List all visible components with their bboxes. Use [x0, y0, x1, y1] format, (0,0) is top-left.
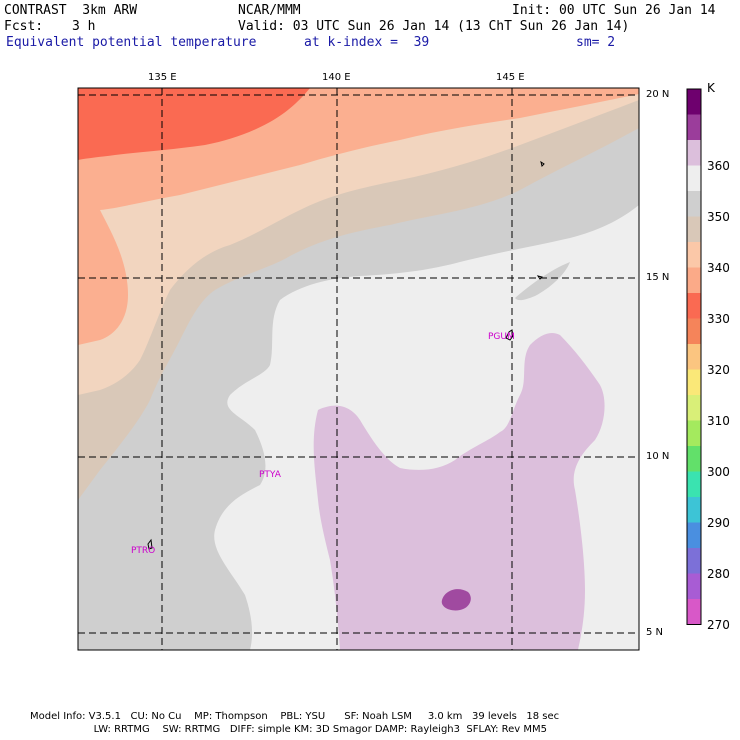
- colorbar-swatch: [687, 293, 701, 319]
- valid-time: Valid: 03 UTC Sun 26 Jan 14 (13 ChT Sun …: [238, 19, 630, 34]
- lon-label-145: 145 E: [496, 72, 525, 83]
- center-label: NCAR/MMM: [238, 3, 301, 18]
- colorbar-label-360: 360: [707, 159, 730, 173]
- lat-label-20: 20 N: [646, 89, 670, 100]
- colorbar-label-310: 310: [707, 414, 730, 428]
- level-label: at k-index = 39: [304, 35, 430, 50]
- colorbar: [686, 88, 702, 625]
- band-360: [313, 333, 605, 650]
- colorbar-swatch: [687, 216, 701, 243]
- smoothing-label: sm= 2: [576, 35, 616, 50]
- band-335: [78, 88, 639, 345]
- station-label-ptya: PTYA: [259, 470, 281, 480]
- colorbar-swatch: [687, 318, 701, 345]
- fcst-label: Fcst:: [4, 19, 44, 34]
- model-info-line2: LW: RRTMG SW: RRTMG DIFF: simple KM: 3D …: [30, 724, 548, 735]
- colorbar-swatch: [687, 114, 701, 141]
- colorbar-swatch: [687, 446, 701, 472]
- colorbar-swatch: [687, 522, 701, 549]
- colorbar-swatch: [687, 344, 701, 370]
- field-name: Equivalent potential temperature: [6, 35, 257, 50]
- colorbar-label-300: 300: [707, 465, 730, 479]
- graticule: [78, 88, 639, 650]
- lon-label-140: 140 E: [322, 72, 351, 83]
- colorbar-label-340: 340: [707, 261, 730, 275]
- lon-label-135: 135 E: [148, 72, 177, 83]
- colorbar-label-290: 290: [707, 516, 730, 530]
- colorbar-swatch: [687, 548, 701, 574]
- colorbar-swatch: [687, 599, 701, 625]
- coastlines: [147, 160, 545, 550]
- colorbar-swatch: [687, 420, 701, 447]
- band-365: [441, 589, 471, 611]
- init-time: Init: 00 UTC Sun 26 Jan 14: [512, 3, 716, 18]
- map-frame: [77, 87, 640, 651]
- band-350-island: [515, 262, 570, 301]
- colorbar-label-270: 270: [707, 618, 730, 632]
- colorbar-label-280: 280: [707, 567, 730, 581]
- fcst-value: 3 h: [72, 19, 96, 34]
- colorbar-unit: K: [707, 81, 715, 95]
- colorbar-swatch: [687, 395, 701, 421]
- colorbar-swatch: [687, 573, 701, 600]
- colorbar-label-320: 320: [707, 363, 730, 377]
- lat-label-10: 10 N: [646, 451, 670, 462]
- colorbar-swatch: [687, 369, 701, 396]
- station-label-pgum: PGUM: [488, 332, 515, 342]
- colorbar-swatch: [687, 140, 701, 166]
- colorbar-swatch: [687, 471, 701, 498]
- colorbar-label-350: 350: [707, 210, 730, 224]
- colorbar-swatch: [687, 242, 701, 268]
- colorbar-swatch: [687, 165, 701, 192]
- colorbar-label-330: 330: [707, 312, 730, 326]
- lat-label-5: 5 N: [646, 627, 664, 638]
- theta-e-field: [78, 88, 639, 650]
- band-330: [78, 88, 310, 160]
- model-title: CONTRAST 3km ARW: [4, 3, 138, 18]
- colorbar-swatch: [687, 267, 701, 294]
- colorbar-swatch: [687, 89, 701, 115]
- lat-label-15: 15 N: [646, 272, 670, 283]
- colorbar-swatch: [687, 191, 701, 217]
- station-label-ptro: PTRO: [131, 546, 156, 556]
- colorbar-swatch: [687, 497, 701, 523]
- model-info-line1: Model Info: V3.5.1 CU: No Cu MP: Thompso…: [30, 711, 560, 722]
- colorbar-frame: [686, 88, 702, 625]
